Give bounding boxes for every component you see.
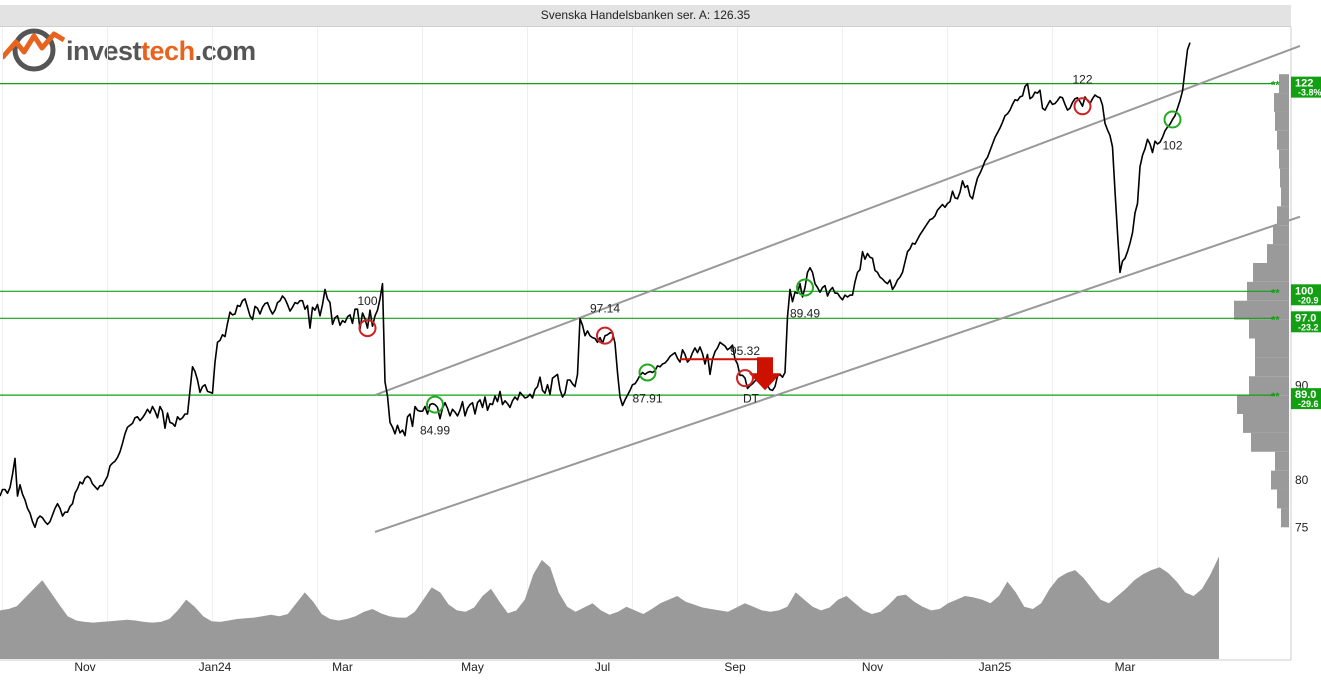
investtech-logo-icon <box>0 28 66 72</box>
signal-label: DT <box>743 391 760 405</box>
logo-text-suffix: .com <box>194 36 257 66</box>
volume-profile-bar <box>1275 451 1289 471</box>
volume-profile-bar <box>1279 149 1289 169</box>
x-tick-label: Nov <box>74 660 95 674</box>
volume-profile-bar <box>1277 489 1289 509</box>
level-badge-percent: -20.9 <box>1298 295 1319 305</box>
volume-profile-bar <box>1249 376 1289 396</box>
level-badge-percent: -29.6 <box>1298 399 1319 409</box>
level-badge-value: 97.0 <box>1295 312 1316 324</box>
investtech-logo[interactable]: investtech.com <box>0 28 256 72</box>
volume-profile-bar <box>1267 244 1289 263</box>
volume-profile-bar <box>1271 470 1289 490</box>
bottom-marker <box>1163 110 1182 129</box>
level-badges: ** 122-3.8% ** 100-20.9 ** 97.0-23.2 ** 89.0-29… <box>1271 76 1321 410</box>
top-marker <box>358 319 377 338</box>
volume-profile-bar <box>1277 130 1289 150</box>
x-tick-label: Mar <box>332 660 353 674</box>
y-tick-label: 80 <box>1295 473 1309 487</box>
bottom-price-label: 102 <box>1162 139 1182 153</box>
volume-profile-bar <box>1275 111 1289 131</box>
top-marker <box>1073 97 1092 116</box>
bottom-price-label: 84.99 <box>420 424 450 438</box>
sell-signal: DT <box>680 357 781 405</box>
volume-area <box>0 556 1219 659</box>
level-badge <box>1291 311 1321 333</box>
x-tick-label: Sep <box>724 660 746 674</box>
volume-profile-bar <box>1255 357 1289 377</box>
x-tick-label: Jul <box>595 660 610 674</box>
volume-profile-bar <box>1274 93 1289 112</box>
level-marker: ** <box>1271 391 1280 403</box>
volume-profile-bar <box>1280 168 1289 188</box>
top-marker <box>596 326 614 345</box>
volume-profile-bar <box>1255 338 1289 358</box>
price-line <box>0 42 1191 529</box>
top-marker <box>736 369 754 388</box>
x-tick-label: Nov <box>862 660 883 674</box>
level-badge <box>1291 388 1321 410</box>
chart-title: Svenska Handelsbanken ser. A: 126.35 <box>0 5 1291 27</box>
volume-profile-bar <box>1237 395 1289 415</box>
trend-line-upper <box>374 44 1301 397</box>
x-axis: Nov Jan24 Mar May Jul Sep Nov Jan25 Mar <box>74 660 1135 674</box>
logo-text-accent: tech <box>141 36 195 66</box>
level-marker: ** <box>1271 287 1280 299</box>
level-badge-value: 100 <box>1295 285 1313 297</box>
logo-text-main: invest <box>66 36 142 66</box>
y-tick-label: 75 <box>1295 520 1309 534</box>
volume-profile-bar <box>1249 319 1289 339</box>
volume-profile-bar <box>1273 225 1289 245</box>
bottom-price-label: 89.49 <box>790 307 820 321</box>
level-badge-percent: -23.2 <box>1298 322 1319 332</box>
price-series <box>0 42 1191 529</box>
volume-profile-bar <box>1281 187 1289 207</box>
bottom-marker <box>638 363 657 382</box>
volume-profile-bar <box>1253 262 1289 282</box>
x-tick-label: Jan24 <box>199 660 232 674</box>
volume-profile-bar <box>1243 414 1289 433</box>
chart-grid <box>0 27 1292 661</box>
volume-profile-bar <box>1234 300 1289 320</box>
level-badge <box>1291 76 1321 98</box>
level-badge-value: 89.0 <box>1295 389 1316 401</box>
x-tick-label: Mar <box>1115 660 1136 674</box>
volume-profile-bar <box>1281 508 1289 528</box>
bottom-price-label: 87.91 <box>632 391 662 405</box>
trend-line-lower <box>374 215 1301 533</box>
x-tick-label: May <box>461 660 484 674</box>
level-badge-value: 122 <box>1295 78 1313 90</box>
support-resistance-levels <box>0 83 1275 396</box>
volume-area-fill <box>0 556 1219 659</box>
top-price-label: 97.14 <box>590 302 620 316</box>
top-bottom-markers: 100 84.99 97.14 87.91 95.32 89.49 122 102 <box>357 72 1182 437</box>
logo-text: investtech.com <box>66 36 256 67</box>
volume-profile <box>1234 74 1289 528</box>
top-price-label: 122 <box>1072 72 1092 86</box>
level-marker: ** <box>1271 314 1280 326</box>
level-badge <box>1291 284 1321 306</box>
level-badge-percent: -3.8% <box>1298 88 1321 98</box>
bottom-marker <box>796 278 814 297</box>
sell-signal-arrow <box>749 357 781 391</box>
trend-channel <box>374 44 1301 533</box>
volume-profile-bar <box>1251 432 1289 452</box>
top-price-label: 95.32 <box>730 344 760 358</box>
bottom-marker <box>426 395 444 414</box>
top-price-label: 100 <box>357 294 377 308</box>
level-marker: ** <box>1271 80 1280 92</box>
x-tick-label: Jan25 <box>979 660 1012 674</box>
volume-profile-bar <box>1279 74 1289 94</box>
